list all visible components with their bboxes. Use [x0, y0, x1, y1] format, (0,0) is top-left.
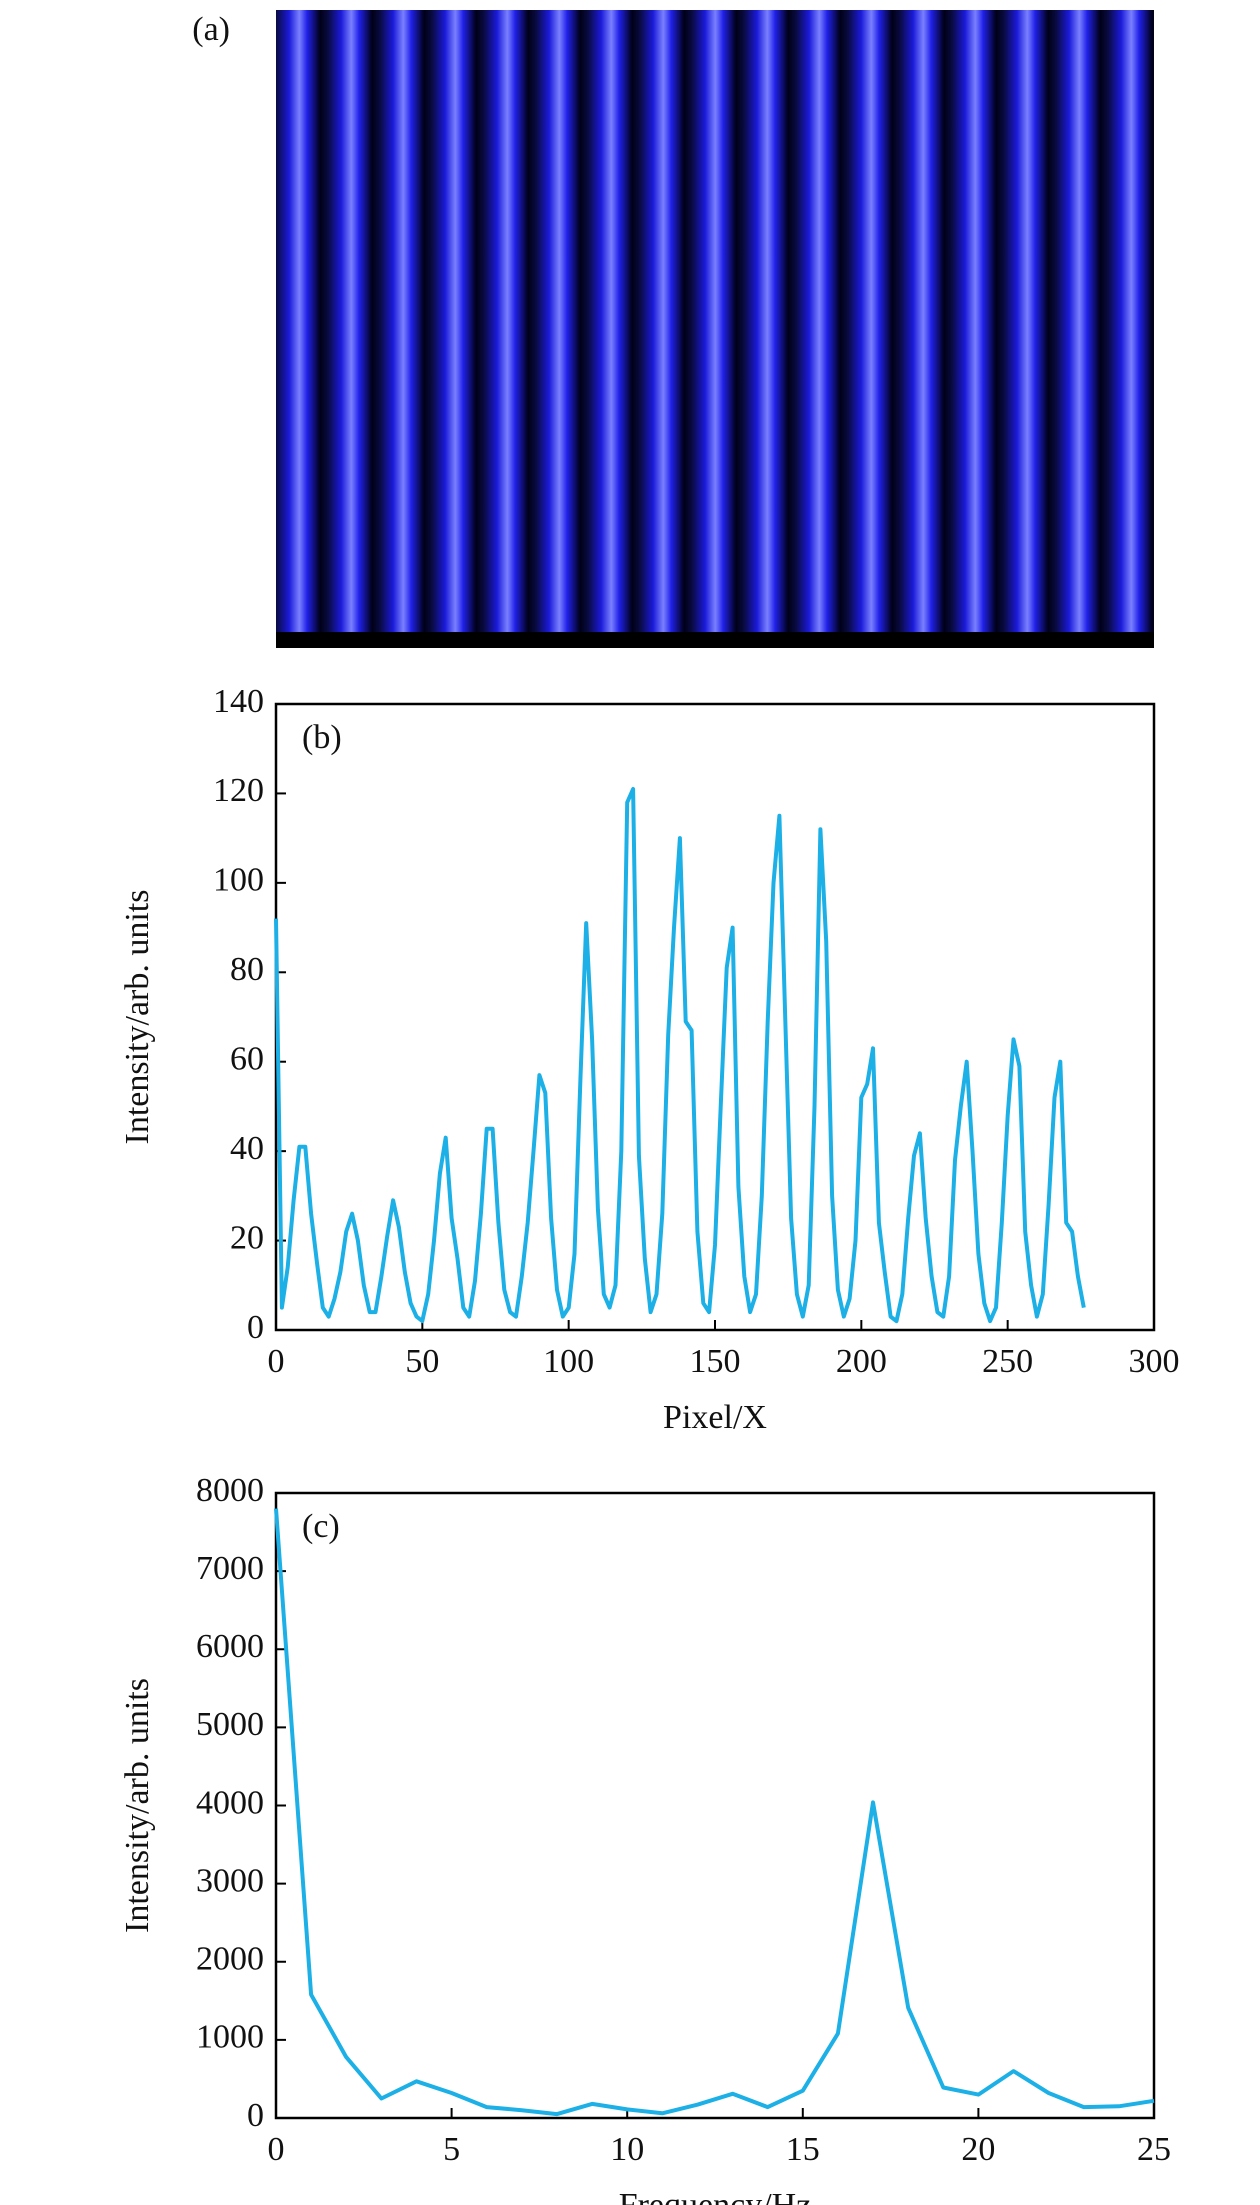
image-edge: [276, 632, 1154, 648]
x-tick-label: 0: [268, 1343, 285, 1380]
y-axis-label: Intensity/arb. units: [119, 890, 156, 1145]
x-tick-label: 5: [443, 2131, 460, 2168]
y-tick-label: 6000: [196, 1628, 264, 1665]
y-tick-label: 8000: [196, 1472, 264, 1509]
x-tick-label: 10: [610, 2131, 644, 2168]
y-tick-label: 40: [230, 1130, 264, 1167]
y-tick-label: 0: [247, 1309, 264, 1346]
data-line: [274, 1508, 1155, 2117]
x-tick-label: 300: [1129, 1343, 1180, 1380]
x-tick-label: 50: [405, 1343, 439, 1380]
y-tick-label: 2000: [196, 1941, 264, 1978]
y-tick-label: 1000: [196, 2019, 264, 2056]
y-tick-label: 7000: [196, 1550, 264, 1587]
y-tick-label: 3000: [196, 1862, 264, 1899]
x-tick-label: 250: [982, 1343, 1033, 1380]
data-line: [274, 787, 1086, 1324]
y-tick-label: 20: [230, 1219, 264, 1256]
y-tick-label: 5000: [196, 1706, 264, 1743]
x-tick-label: 15: [786, 2131, 820, 2168]
x-tick-label: 25: [1137, 2131, 1171, 2168]
x-tick-label: 200: [836, 1343, 887, 1380]
panel-label: (b): [302, 719, 342, 756]
plot-frame: [274, 1491, 1156, 2120]
panel-label: (a): [192, 11, 230, 48]
x-axis-label: Frequency/Hz: [619, 2187, 812, 2205]
y-tick-label: 120: [213, 772, 264, 809]
x-tick-label: 150: [690, 1343, 741, 1380]
y-tick-label: 140: [213, 683, 264, 720]
x-tick-label: 20: [961, 2131, 995, 2168]
x-axis-label: Pixel/X: [663, 1399, 767, 1436]
x-tick-label: 100: [543, 1343, 594, 1380]
fringe-image: [276, 10, 1154, 648]
y-tick-label: 100: [213, 862, 264, 899]
y-tick-label: 0: [247, 2097, 264, 2134]
panel-label: (c): [302, 1508, 340, 1545]
y-axis-label: Intensity/arb. units: [119, 1678, 156, 1933]
x-tick-label: 0: [268, 2131, 285, 2168]
y-tick-label: 4000: [196, 1784, 264, 1821]
y-tick-label: 60: [230, 1041, 264, 1078]
y-tick-label: 80: [230, 951, 264, 988]
